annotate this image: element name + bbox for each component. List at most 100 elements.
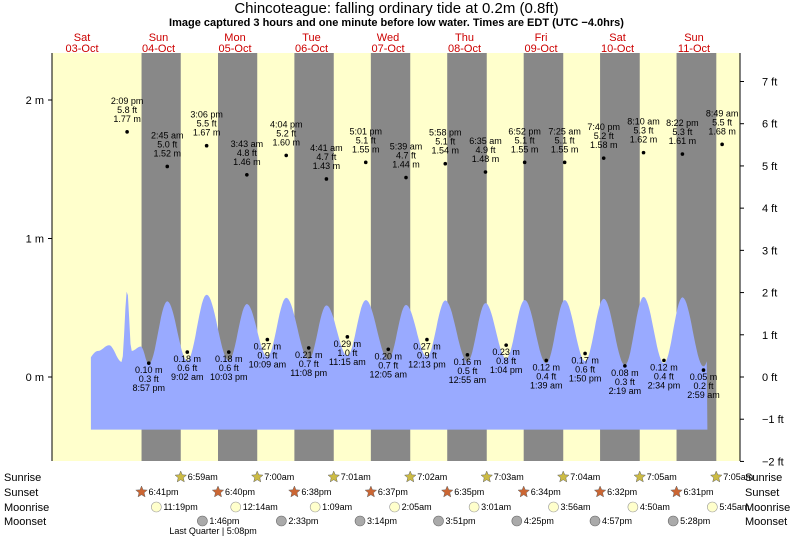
day-name-label: Thu [455,32,474,44]
row-label-left: Sunrise [4,472,41,484]
axes: 2 m 1 m 0 m 7 ft 6 ft 5 ft 4 ft 3 ft 2 ft 1 ft 0 f… [26,53,784,468]
high-tide-feet: 5.5 ft [197,119,218,129]
low-tide-meters: 0.05 m [690,372,718,382]
high-tide-time: 3:06 pm [190,110,223,120]
sunset-time: 6:38pm [301,487,331,497]
high-tide-feet: 4.9 ft [475,145,496,155]
moonset-time: 3:51pm [446,516,476,526]
day-name-label: Sat [74,32,91,44]
low-tide-point [465,353,470,357]
sunset-time: 6:31pm [684,487,714,497]
sunset-time: 6:32pm [607,487,637,497]
moonset-time: 1:46pm [209,516,239,526]
day-date-label: 10-Oct [601,43,634,55]
low-tide-feet: 0.9 ft [257,351,278,361]
moonset-moon-icon [197,515,208,527]
low-tide-time: 2:59 am [687,390,720,400]
high-tide-point [125,130,129,134]
low-tide-meters: 0.20 m [374,351,402,361]
low-tide-time: 8:57 pm [133,383,166,393]
day-name-label: Wed [377,32,399,44]
low-tide-meters: 0.08 m [611,368,639,378]
moonrise-time: 3:56am [561,502,591,512]
low-tide-time: 2:19 am [609,386,642,396]
low-tide-point [185,350,190,354]
high-tide-time: 7:25 am [548,126,581,136]
high-tide-meters: 1.61 m [669,136,697,146]
day-name-label: Mon [224,32,245,44]
high-tide-feet: 4.7 ft [396,151,417,161]
sunset-star-icon [135,485,148,498]
low-tide-meters: 0.18 m [215,354,243,364]
tide-area-series [90,291,708,430]
low-tide-meters: 0.23 m [492,347,520,357]
sunset-time: 6:37pm [378,487,408,497]
high-tide-point [720,142,724,147]
moonset-time: 2:33pm [288,516,318,526]
low-tide-point [544,358,549,363]
moonrise-moon-icon [230,501,242,513]
low-tide-meters: 0.16 m [454,357,482,367]
low-tide-point [265,337,270,342]
low-tide-feet: 0.3 ft [139,374,160,384]
moonset-time: 4:57pm [602,516,632,526]
row-label-right: Moonrise [745,502,790,514]
row-label-right: Sunset [745,487,779,499]
moonset-moon-icon [589,515,601,527]
sunrise-time: 7:04am [570,472,600,482]
sunrise-star-icon [403,470,417,483]
right-tick-label: 7 ft [762,76,777,88]
high-tide-feet: 5.3 ft [634,126,655,136]
sunset-star-icon [593,485,607,498]
high-tide-point [483,170,488,174]
low-tide-point [504,343,508,347]
low-tide-meters: 0.29 m [334,339,362,349]
high-tide-feet: 5.0 ft [157,139,178,149]
sunset-time: 6:34pm [531,487,561,497]
high-tide-meters: 1.54 m [432,146,460,156]
right-tick-label: −1 ft [762,414,784,426]
moonset-time: 3:14pm [367,516,397,526]
low-tide-time: 10:03 pm [210,372,248,382]
low-tide-feet: 0.2 ft [693,381,714,391]
sunrise-time: 6:59am [188,472,218,482]
low-tide-time: 12:05 am [369,369,407,379]
moonset-time: 5:28pm [680,516,710,526]
right-tick-label: 4 ft [762,203,777,215]
low-tide-time: 9:02 am [171,372,204,382]
low-tide-time: 12:55 am [449,375,487,385]
moonrise-moon-icon [707,501,718,513]
high-tide-point [165,164,170,169]
moonrise-time: 4:50am [640,502,670,512]
high-tide-feet: 5.1 ft [435,137,456,147]
sunset-time: 6:40pm [225,487,255,497]
left-tick-label: 2 m [26,95,44,107]
right-tick-label: 0 ft [762,372,777,384]
high-tide-meters: 1.67 m [193,128,221,138]
low-tide-feet: 0.5 ft [457,366,478,376]
sunrise-time: 7:02am [417,472,447,482]
low-tide-feet: 0.6 ft [177,363,198,373]
sunrise-star-icon [480,470,494,483]
moonrise-time: 3:01am [481,502,511,512]
high-tide-meters: 1.43 m [313,161,341,171]
low-tide-time: 11:08 pm [290,368,327,378]
low-tide-point [345,335,350,339]
high-tide-feet: 5.2 ft [276,128,297,138]
high-tide-point [284,153,289,158]
low-tide-point [425,337,429,342]
high-tide-point [443,161,448,166]
high-tide-point [204,143,209,148]
right-tick-label: 6 ft [762,119,777,131]
right-tick-label: 3 ft [762,245,777,257]
low-tide-point [662,358,666,363]
moonrise-time: 5:45am [719,502,749,512]
high-tide-meters: 1.68 m [708,126,736,136]
high-tide-point [601,156,606,160]
moonset-time: 4:25pm [524,516,554,526]
moonset-moon-icon [433,515,444,527]
high-tide-point [404,175,408,180]
high-tide-point [245,172,249,177]
sunset-star-icon [670,485,683,498]
